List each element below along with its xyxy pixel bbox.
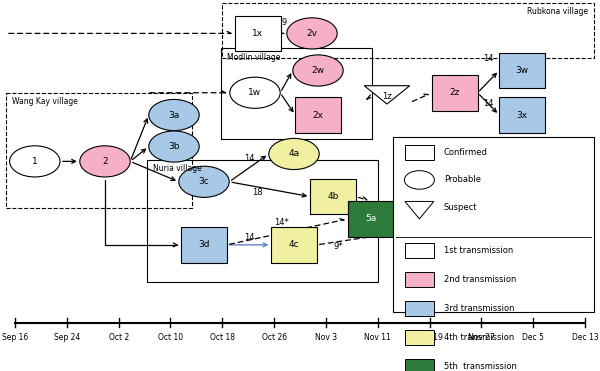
FancyBboxPatch shape bbox=[235, 16, 281, 51]
Circle shape bbox=[269, 138, 319, 170]
FancyBboxPatch shape bbox=[295, 97, 341, 133]
Circle shape bbox=[80, 146, 130, 177]
Text: 3w: 3w bbox=[515, 66, 529, 75]
Text: 3c: 3c bbox=[199, 177, 209, 186]
FancyBboxPatch shape bbox=[271, 227, 317, 263]
Text: 14: 14 bbox=[483, 99, 494, 108]
FancyBboxPatch shape bbox=[405, 243, 434, 258]
Text: Probable: Probable bbox=[444, 175, 481, 184]
Text: 1x: 1x bbox=[253, 29, 263, 38]
Text: 2w: 2w bbox=[311, 66, 325, 75]
Text: Sep 24: Sep 24 bbox=[53, 333, 80, 342]
Text: Suspect: Suspect bbox=[444, 203, 478, 212]
FancyBboxPatch shape bbox=[432, 75, 478, 111]
Text: 1: 1 bbox=[32, 157, 38, 166]
Text: 14: 14 bbox=[244, 154, 254, 163]
Text: Nuria village: Nuria village bbox=[153, 164, 202, 173]
Text: Nov 3: Nov 3 bbox=[315, 333, 337, 342]
Text: 2z: 2z bbox=[449, 88, 460, 97]
Text: 14: 14 bbox=[244, 233, 254, 242]
Circle shape bbox=[10, 146, 60, 177]
FancyBboxPatch shape bbox=[405, 330, 434, 345]
Text: 3rd transmission: 3rd transmission bbox=[444, 304, 515, 313]
Text: 4c: 4c bbox=[289, 240, 299, 249]
Text: Wang Kay village: Wang Kay village bbox=[12, 97, 78, 106]
FancyBboxPatch shape bbox=[405, 359, 434, 371]
Text: 9*: 9* bbox=[333, 242, 343, 251]
Text: 14*: 14* bbox=[274, 218, 289, 227]
Text: Nov 19: Nov 19 bbox=[416, 333, 443, 342]
FancyBboxPatch shape bbox=[348, 201, 394, 237]
Text: 1w: 1w bbox=[248, 88, 262, 97]
Text: 1z: 1z bbox=[382, 92, 392, 101]
Circle shape bbox=[404, 171, 434, 189]
Polygon shape bbox=[405, 201, 434, 219]
Text: Rubkona village: Rubkona village bbox=[527, 7, 588, 16]
Text: 14: 14 bbox=[483, 54, 494, 63]
FancyBboxPatch shape bbox=[393, 137, 594, 312]
Text: 2: 2 bbox=[102, 157, 108, 166]
FancyBboxPatch shape bbox=[310, 179, 356, 214]
Circle shape bbox=[287, 18, 337, 49]
FancyBboxPatch shape bbox=[405, 145, 434, 160]
Text: Oct 2: Oct 2 bbox=[109, 333, 129, 342]
Polygon shape bbox=[364, 86, 410, 104]
Text: 3b: 3b bbox=[168, 142, 180, 151]
Circle shape bbox=[149, 131, 199, 162]
Text: 4a: 4a bbox=[289, 150, 299, 158]
Circle shape bbox=[179, 166, 229, 197]
Text: 2nd transmission: 2nd transmission bbox=[444, 275, 517, 284]
Text: 3a: 3a bbox=[169, 111, 179, 119]
Text: Sep 16: Sep 16 bbox=[2, 333, 28, 342]
Text: 18: 18 bbox=[253, 188, 263, 197]
Text: 1st transmission: 1st transmission bbox=[444, 246, 513, 255]
FancyBboxPatch shape bbox=[405, 301, 434, 316]
Circle shape bbox=[293, 55, 343, 86]
FancyBboxPatch shape bbox=[405, 272, 434, 287]
FancyBboxPatch shape bbox=[499, 97, 545, 133]
Circle shape bbox=[149, 99, 199, 131]
Circle shape bbox=[230, 77, 280, 108]
Text: 3x: 3x bbox=[517, 111, 527, 119]
Text: Nov 27: Nov 27 bbox=[468, 333, 495, 342]
Text: Dec 5: Dec 5 bbox=[522, 333, 544, 342]
Text: 5a: 5a bbox=[365, 214, 376, 223]
Text: 3d: 3d bbox=[198, 240, 210, 249]
Text: 2x: 2x bbox=[313, 111, 323, 119]
Text: Oct 18: Oct 18 bbox=[210, 333, 235, 342]
FancyBboxPatch shape bbox=[499, 53, 545, 88]
Text: Oct 10: Oct 10 bbox=[158, 333, 183, 342]
FancyBboxPatch shape bbox=[181, 227, 227, 263]
Text: 4th transmission: 4th transmission bbox=[444, 333, 514, 342]
Text: 2v: 2v bbox=[307, 29, 317, 38]
Text: Modlin village: Modlin village bbox=[227, 53, 280, 62]
Text: Nov 11: Nov 11 bbox=[364, 333, 391, 342]
Text: Oct 26: Oct 26 bbox=[262, 333, 287, 342]
Text: Confirmed: Confirmed bbox=[444, 148, 488, 157]
Text: Dec 13: Dec 13 bbox=[572, 333, 598, 342]
Text: 5th  transmission: 5th transmission bbox=[444, 362, 517, 371]
Text: 9: 9 bbox=[281, 18, 286, 27]
Text: 4b: 4b bbox=[328, 192, 338, 201]
